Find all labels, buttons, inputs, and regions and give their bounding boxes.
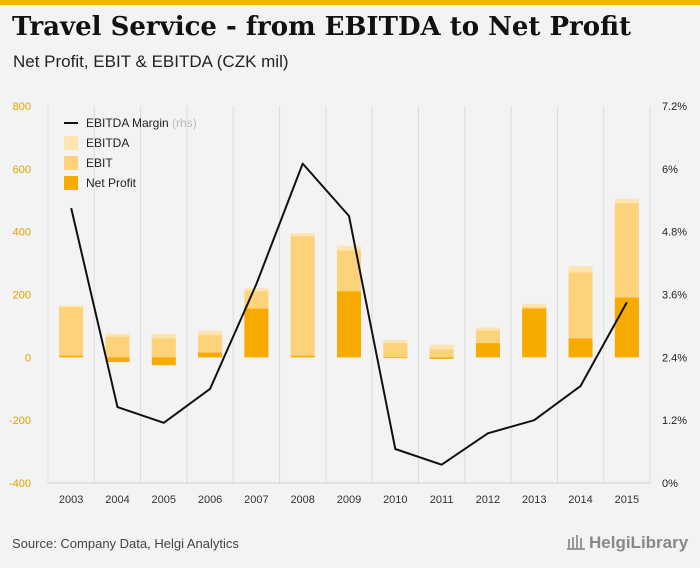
- right-axis-tick-label: 4.8%: [662, 227, 687, 239]
- ebit-bar: [290, 236, 315, 358]
- x-axis-tick-label: 2012: [476, 494, 500, 506]
- source-note: Source: Company Data, Helgi Analytics: [12, 536, 239, 551]
- legend-rhs-note: (rhs): [172, 116, 197, 130]
- ebit-bar: [383, 343, 408, 358]
- net-profit-bar: [198, 352, 223, 358]
- legend-swatch: [64, 176, 78, 190]
- page-title: Travel Service - from EBITDA to Net Prof…: [12, 12, 631, 42]
- net-profit-bar: [59, 355, 84, 358]
- x-axis-tick-label: 2003: [59, 494, 83, 506]
- legend-label: EBITDA: [86, 136, 129, 150]
- left-axis-tick-label: -200: [9, 415, 31, 427]
- net-profit-bar: [337, 291, 361, 358]
- legend-swatch: [64, 156, 78, 170]
- x-axis-tick-label: 2006: [198, 494, 222, 506]
- helgi-library-logo: HelgiLibrary: [566, 533, 688, 553]
- right-axis-tick-label: 2.4%: [662, 352, 687, 364]
- right-axis-tick-label: 6%: [662, 164, 678, 176]
- legend-label: EBITDA Margin (rhs): [86, 116, 197, 130]
- x-axis-tick-label: 2015: [615, 494, 639, 506]
- x-axis-tick-label: 2011: [430, 494, 454, 506]
- ebit-bar: [198, 335, 223, 358]
- x-axis-tick-label: 2010: [383, 494, 407, 506]
- net-profit-bar: [383, 357, 408, 359]
- ebit-bar: [151, 338, 176, 358]
- legend-label: EBIT: [86, 156, 113, 170]
- net-profit-bar: [244, 308, 269, 358]
- ebit-bar: [105, 336, 130, 358]
- net-profit-bar: [568, 338, 593, 358]
- x-axis-tick-label: 2009: [337, 494, 361, 506]
- x-axis-tick-label: 2008: [290, 494, 314, 506]
- net-profit-bar: [475, 343, 500, 358]
- logo-text: HelgiLibrary: [589, 533, 689, 552]
- net-profit-bar: [290, 355, 315, 358]
- net-profit-bar: [429, 357, 454, 359]
- left-axis-tick-label: 0: [25, 352, 31, 364]
- chart: -400 -200 0 200 400 600 800 0% 1.2% 2.4% 3.6% 4.8% 6…: [9, 101, 687, 506]
- legend-swatch: [64, 136, 78, 150]
- x-axis-tick-label: 2014: [568, 494, 592, 506]
- left-axis-tick-label: 400: [13, 227, 31, 239]
- net-profit-bar: [151, 357, 176, 366]
- net-profit-bar: [614, 297, 639, 358]
- x-axis-tick-label: 2013: [522, 494, 546, 506]
- net-profit-bar: [522, 308, 547, 358]
- library-building-icon: [567, 535, 585, 550]
- x-axis-tick-label: 2004: [105, 494, 129, 506]
- right-axis-tick-label: 0%: [662, 478, 678, 490]
- right-axis-tick-label: 1.2%: [662, 415, 687, 427]
- right-axis-tick-label: 7.2%: [662, 101, 687, 113]
- x-axis-tick-label: 2007: [244, 494, 268, 506]
- right-axis-tick-label: 3.6%: [662, 290, 687, 302]
- ebitda-margin-line: [70, 162, 628, 466]
- ebit-bar: [429, 349, 454, 358]
- x-axis-tick-label: 2005: [152, 494, 176, 506]
- left-axis-tick-label: 600: [13, 164, 31, 176]
- top-accent-bar: [0, 0, 700, 5]
- left-axis-tick-label: 200: [13, 290, 31, 302]
- legend-label: Net Profit: [86, 176, 137, 190]
- left-axis-tick-label: 800: [13, 101, 31, 113]
- ebit-bar: [59, 307, 84, 358]
- net-profit-bar: [105, 357, 130, 363]
- page-subtitle: Net Profit, EBIT & EBITDA (CZK mil): [13, 52, 289, 71]
- left-axis-tick-label: -400: [9, 478, 31, 490]
